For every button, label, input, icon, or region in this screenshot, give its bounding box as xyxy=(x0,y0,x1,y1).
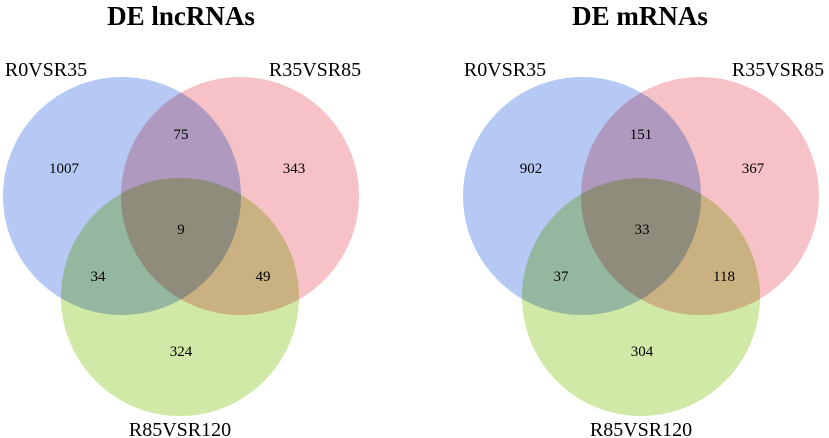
count-c-only: 324 xyxy=(170,344,193,360)
diagram-title: DE mRNAs xyxy=(572,1,708,31)
set-circle-c xyxy=(61,178,299,416)
count-ab: 151 xyxy=(630,127,653,143)
set-label-a: R0VSR35 xyxy=(5,59,87,81)
count-ac: 37 xyxy=(554,269,570,285)
count-bc: 118 xyxy=(713,269,735,285)
set-circle-c xyxy=(522,178,760,416)
count-ac: 34 xyxy=(91,269,107,285)
venn-diagram-mrnas: DE mRNAs R0VSR35 R35VSR85 R85VSR120 902 … xyxy=(463,1,824,438)
set-label-a: R0VSR35 xyxy=(464,59,546,81)
set-label-c: R85VSR120 xyxy=(129,419,231,438)
set-label-b: R35VSR85 xyxy=(269,59,361,81)
count-abc: 9 xyxy=(177,222,185,238)
count-ab: 75 xyxy=(174,127,189,143)
count-a-only: 1007 xyxy=(49,161,80,177)
diagram-title: DE lncRNAs xyxy=(107,1,255,31)
set-label-b: R35VSR85 xyxy=(732,59,824,81)
count-c-only: 304 xyxy=(631,344,654,360)
count-abc: 33 xyxy=(635,222,650,238)
venn-diagram-lncrnas: DE lncRNAs R0VSR35 R35VSR85 R85VSR120 10… xyxy=(3,1,361,438)
count-b-only: 343 xyxy=(283,161,306,177)
count-b-only: 367 xyxy=(742,161,765,177)
count-a-only: 902 xyxy=(520,161,543,177)
count-bc: 49 xyxy=(256,269,271,285)
set-label-c: R85VSR120 xyxy=(590,419,692,438)
